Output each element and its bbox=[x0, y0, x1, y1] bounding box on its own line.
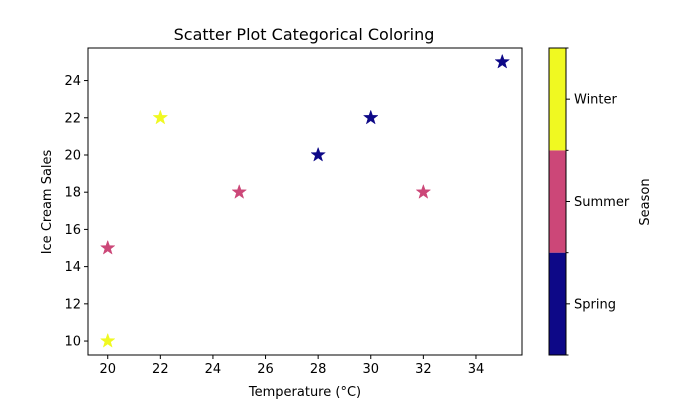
y-tick-label: 16 bbox=[64, 223, 81, 238]
x-tick-label: 32 bbox=[415, 362, 432, 377]
y-tick-label: 24 bbox=[64, 74, 81, 89]
colorbar-label: Season bbox=[638, 178, 653, 225]
y-tick-label: 10 bbox=[64, 335, 81, 350]
colorbar-segment bbox=[549, 252, 566, 355]
data-point-star bbox=[99, 332, 116, 348]
colorbar: Spring Summer Winter bbox=[548, 47, 630, 356]
chart-title: Scatter Plot Categorical Coloring bbox=[174, 25, 435, 44]
x-tick-label: 22 bbox=[152, 362, 169, 377]
data-point-star bbox=[494, 53, 511, 69]
y-tick-label: 20 bbox=[64, 148, 81, 163]
x-tick-label: 26 bbox=[257, 362, 274, 377]
data-point-star bbox=[415, 183, 432, 199]
x-tick-label: 20 bbox=[99, 362, 116, 377]
x-tick-label: 30 bbox=[362, 362, 379, 377]
data-point-star bbox=[152, 109, 169, 125]
x-tick-label: 28 bbox=[310, 362, 327, 377]
colorbar-segment bbox=[549, 150, 566, 253]
y-tick-label: 18 bbox=[64, 186, 81, 201]
data-point-star bbox=[362, 109, 379, 125]
data-point-star bbox=[99, 239, 116, 255]
colorbar-frame bbox=[548, 47, 567, 356]
plot-frame bbox=[87, 47, 523, 356]
y-tick-label: 14 bbox=[64, 260, 81, 275]
data-point-star bbox=[310, 146, 327, 162]
plot-area: 20 22 24 26 28 30 32 34 10 12 14 16 18 20 22 24 bbox=[64, 53, 511, 377]
x-tick-label: 34 bbox=[468, 362, 485, 377]
data-point-star bbox=[231, 183, 248, 199]
x-axis-label: Temperature (°C) bbox=[248, 385, 361, 400]
y-axis-label: Ice Cream Sales bbox=[40, 149, 55, 254]
colorbar-tick-label: Summer bbox=[574, 195, 630, 210]
colorbar-segment bbox=[549, 48, 566, 151]
x-tick-label: 24 bbox=[205, 362, 222, 377]
y-tick-label: 12 bbox=[64, 297, 81, 312]
colorbar-tick-label: Spring bbox=[574, 297, 616, 312]
colorbar-tick-label: Winter bbox=[574, 93, 618, 108]
y-tick-label: 22 bbox=[64, 111, 81, 126]
